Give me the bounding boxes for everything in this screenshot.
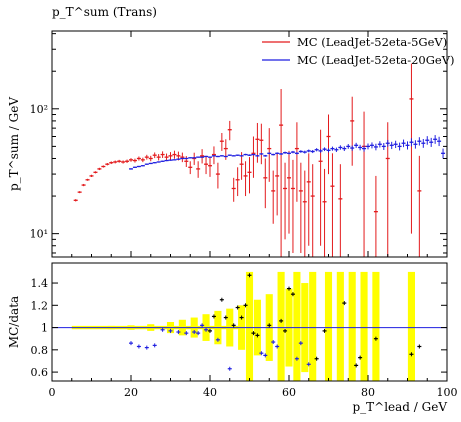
x-axis-label: p_T^lead / GeV — [352, 400, 447, 414]
ratio-band-bin — [360, 271, 368, 381]
x-tick-label: 80 — [361, 386, 375, 399]
y-axis-label: p_T^sum / GeV — [7, 97, 21, 191]
y-tick-label: 10² — [30, 103, 48, 116]
x-tick-label: 40 — [203, 386, 217, 399]
ratio-band-bin — [324, 271, 333, 381]
ratio-uncertainty-band — [71, 271, 416, 381]
ratio-y-tick-label: 0.6 — [31, 366, 49, 379]
axis-ticks: 0 20 40 60 80 100 10¹ 10² 0.6 0.8 1 1.2 1.4 — [30, 31, 458, 399]
ratio-band-bin — [277, 271, 285, 381]
ratio-band-bin — [309, 271, 317, 381]
x-tick-label: 0 — [49, 386, 56, 399]
ratio-y-tick-label: 1.4 — [31, 277, 49, 290]
y-tick-label: 10¹ — [30, 228, 48, 241]
ratio-band-bin — [407, 271, 416, 381]
main-data-points — [73, 63, 446, 257]
ratio-data-points — [129, 273, 422, 371]
legend-entry-5gev: MC (LeadJet-52eta-5GeV) — [297, 35, 447, 49]
x-tick-label: 60 — [282, 386, 296, 399]
ratio-y-tick-label: 0.8 — [31, 344, 49, 357]
ratio-band-bin — [245, 271, 254, 381]
x-tick-label: 100 — [437, 386, 458, 399]
legend: MC (LeadJet-52eta-5GeV) MC (LeadJet-52et… — [262, 35, 455, 67]
legend-entry-20gev: MC (LeadJet-52eta-20GeV) — [297, 53, 455, 67]
ratio-band-bin — [293, 271, 301, 381]
ratio-axis-label: MC/data — [7, 296, 21, 348]
ratio-band-bin — [348, 271, 356, 381]
ratio-y-tick-label: 1.2 — [31, 299, 49, 312]
ratio-band-bin — [336, 271, 344, 381]
ratio-y-tick-label: 1 — [41, 322, 48, 335]
ratio-band-bin — [372, 271, 380, 381]
x-tick-label: 20 — [124, 386, 138, 399]
chart-title: p_T^sum (Trans) — [52, 5, 157, 19]
